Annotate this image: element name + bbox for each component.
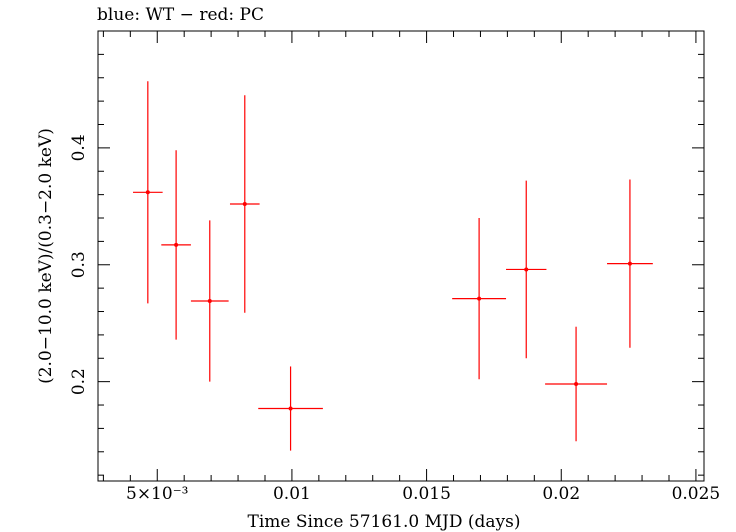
point-marker — [524, 267, 529, 272]
x-tick-label: 0.01 — [273, 484, 311, 504]
point-marker — [477, 296, 482, 301]
data-point — [229, 95, 260, 313]
data-point — [190, 220, 229, 382]
chart-title: blue: WT − red: PC — [97, 5, 264, 25]
point-marker — [242, 201, 247, 206]
plot-frame — [97, 30, 705, 482]
point-marker — [145, 190, 150, 195]
x-axis-label: Time Since 57161.0 MJD (days) — [248, 512, 521, 532]
data-point — [506, 180, 547, 359]
x-tick-label: 5×10⁻³ — [126, 484, 188, 504]
point-marker — [574, 381, 579, 386]
point-marker — [288, 406, 293, 411]
data-point — [545, 326, 608, 442]
point-marker — [627, 261, 632, 266]
y-tick-label: 0.3 — [69, 251, 89, 278]
data-points — [133, 81, 653, 451]
data-point — [607, 179, 653, 348]
y-axis-label: (2.0−10.0 keV)/(0.3−2.0 keV) — [36, 128, 56, 384]
y-tick-label: 0.2 — [69, 368, 89, 395]
x-tick-label: 0.025 — [672, 484, 721, 504]
axis-ticks — [98, 31, 704, 481]
point-marker — [207, 299, 212, 303]
x-tick-label: 0.02 — [542, 484, 580, 504]
x-tick-label: 0.015 — [402, 484, 451, 504]
data-point — [161, 150, 191, 340]
point-marker — [174, 242, 179, 247]
data-point — [133, 81, 163, 304]
y-tick-label: 0.4 — [69, 134, 89, 161]
data-point — [258, 366, 323, 451]
data-point — [452, 218, 507, 380]
axis-tick-labels: 5×10⁻³ 0.01 0.015 0.02 0.025 0.2 0.3 0.4 — [69, 134, 720, 504]
